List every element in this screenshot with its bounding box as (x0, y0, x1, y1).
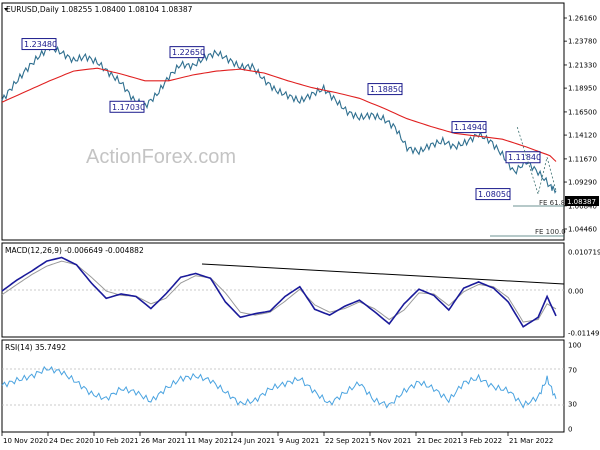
fe-100-label: FE 100.0 (535, 228, 566, 236)
price-tick-label: 1.14120 (568, 132, 597, 140)
price-annotation-label: 1.18850 (370, 85, 403, 94)
x-axis-ticks: 10 Nov 2020 24 Dec 2020 10 Feb 2021 26 Mar … (1, 432, 553, 445)
x-tick-label: 10 Feb 2021 (95, 437, 139, 445)
price-series-layer (1, 43, 557, 194)
watermark: ActionForex.com (86, 146, 236, 168)
price-annotation-label: 1.11840 (508, 153, 541, 162)
price-annotation-label: 1.08050 (478, 190, 511, 199)
current-price-box (565, 196, 599, 206)
x-tick-label: 22 Sep 2021 (325, 437, 369, 445)
price-annotation-box (169, 46, 205, 59)
price-line (1, 43, 557, 194)
price-annotation-box (109, 100, 145, 113)
price-annotation-box (21, 38, 57, 51)
macd-axis-ticks: 0.010719 0.00 -0.011499 (568, 248, 600, 337)
macd-signal-line (1, 260, 557, 323)
rsi-tick-label: 30 (568, 400, 577, 408)
price-axis-ticks: 1.26160 1.23780 1.21330 1.18950 1.16500 1.141… (564, 15, 597, 234)
price-annotation-box (475, 188, 511, 201)
price-tick-label: 1.16500 (568, 108, 597, 116)
macd-line (1, 256, 557, 328)
macd-tick-label: 0.00 (568, 288, 584, 296)
price-tick-label: 1.11670 (568, 155, 597, 163)
fe-61-label: FE 61.8 (539, 199, 565, 207)
x-tick-label: 21 Dec 2021 (417, 437, 462, 445)
x-tick-label: 3 Feb 2022 (463, 437, 502, 445)
x-tick-label: 26 Mar 2021 (141, 437, 185, 445)
annotation-layer: 1.23480 1.17030 1.22650 1.18850 1.14940 1.118… (21, 38, 557, 201)
rsi-panel-frame (1, 339, 565, 433)
rsi-line (1, 365, 557, 409)
x-tick-label: 21 Mar 2022 (509, 437, 553, 445)
wave-dashed-line (516, 126, 557, 196)
x-tick-label: 24 Dec 2020 (49, 437, 94, 445)
macd-series-layer (1, 256, 557, 328)
rsi-axis-ticks: 100 70 30 0 (568, 342, 581, 434)
current-price-label: 1.08387 (567, 198, 596, 206)
price-tick-label: 1.18950 (568, 85, 597, 93)
x-tick-label: 24 Jun 2021 (233, 437, 275, 445)
x-tick-label: 9 Aug 2021 (279, 437, 319, 445)
price-tick-label: 1.04460 (568, 226, 597, 234)
x-tick-label: 5 Nov 2021 (371, 437, 411, 445)
rsi-series-layer (1, 365, 557, 409)
rsi-title: RSI(14) 35.7492 (5, 343, 66, 352)
price-annotation-label: 1.23480 (24, 40, 57, 49)
price-tick-label: 1.21330 (568, 61, 597, 69)
price-annotation-label: 1.22650 (172, 48, 205, 57)
x-tick-label: 10 Nov 2020 (3, 437, 48, 445)
rsi-tick-label: 0 (568, 426, 572, 434)
x-tick-label: 11 May 2021 (187, 437, 233, 445)
price-annotation-label: 1.17030 (112, 103, 145, 112)
chart-header: EURUSD,Daily 1.08255 1.08400 1.08104 1.0… (6, 5, 193, 14)
macd-tick-label: 0.010719 (568, 248, 600, 256)
price-tick-label: 1.06840 (568, 202, 597, 210)
rsi-tick-label: 100 (568, 342, 581, 350)
price-tick-label: 1.09290 (568, 179, 597, 187)
moving-average-line (1, 67, 557, 162)
price-annotation-box (367, 83, 403, 96)
macd-tick-label: -0.011499 (568, 329, 600, 337)
price-annotation-box (505, 151, 541, 164)
price-annotation-label: 1.14940 (454, 123, 487, 132)
dropdown-triangle-icon[interactable] (4, 8, 8, 11)
macd-title: MACD(12,26,9) -0.006649 -0.004882 (5, 246, 144, 255)
price-tick-label: 1.26160 (568, 15, 597, 23)
macd-trendline (201, 263, 565, 285)
rsi-tick-label: 70 (568, 367, 577, 375)
price-annotation-box (451, 121, 487, 134)
price-tick-label: 1.23780 (568, 38, 597, 46)
